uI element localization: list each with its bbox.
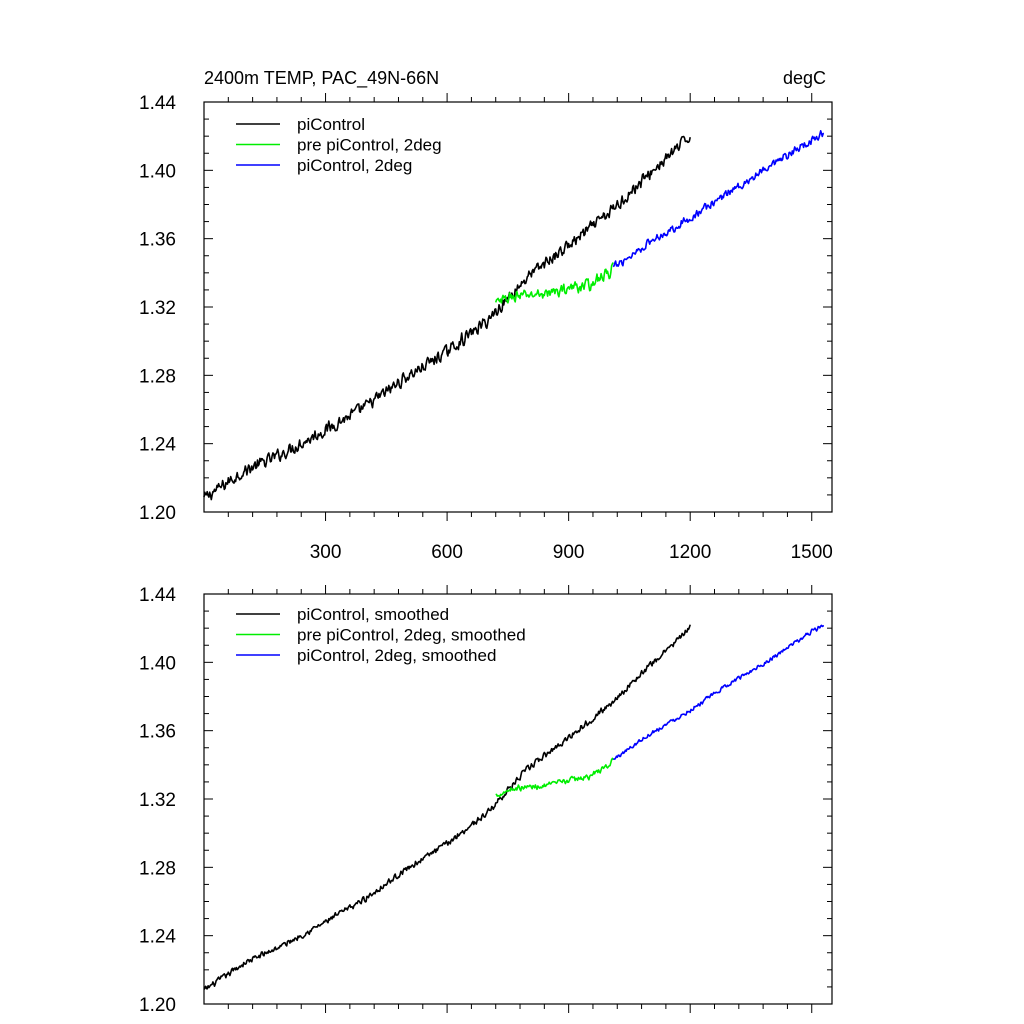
y-tick-label: 1.24: [139, 435, 176, 456]
y-tick-label: 1.36: [139, 230, 176, 251]
legend-label: piControl, 2deg: [297, 156, 412, 175]
series-line: [203, 624, 691, 990]
series-line: [613, 624, 824, 760]
y-tick-label: 1.40: [139, 653, 176, 674]
y-tick-label: 1.28: [139, 858, 176, 879]
axes-layer: 1.20 1.24 1.28 1.32 1.36 1.40 1.44: [139, 585, 833, 1016]
series-layer: [203, 130, 825, 501]
x-tick-label: 900: [553, 542, 585, 563]
y-tick-label: 1.44: [139, 93, 176, 114]
chart-title: 2400m TEMP, PAC_49N-66N: [204, 68, 439, 89]
series-line: [612, 130, 825, 268]
series-layer: [203, 624, 824, 990]
axes-layer: 1.20 1.24 1.28 1.32 1.36 1.40 1.44 300 600 900 120…: [139, 93, 833, 563]
y-tick-label: 1.36: [139, 722, 176, 743]
series-line: [494, 262, 614, 304]
x-tick-label: 1500: [791, 542, 833, 563]
y-tick-label: 1.32: [139, 790, 176, 811]
series-line: [203, 135, 691, 501]
legend-label: pre piControl, 2deg: [297, 136, 442, 155]
legend: piControl, smoothed pre piControl, 2deg, …: [236, 605, 526, 665]
y-tick-label: 1.40: [139, 161, 176, 182]
x-tick-label: 1200: [669, 542, 711, 563]
top-panel: 2400m TEMP, PAC_49N-66N degC 1.201.241.2…: [139, 68, 833, 563]
y-tick-label: 1.44: [139, 585, 176, 606]
y-tick-label: 1.24: [139, 927, 176, 948]
units-label: degC: [783, 68, 826, 88]
legend-label: pre piControl, 2deg, smoothed: [297, 626, 526, 645]
y-tick-label: 1.28: [139, 366, 176, 387]
bottom-panel: 1.20 1.24 1.28 1.32 1.36 1.40 1.44 piControl, …: [139, 585, 833, 1016]
y-tick-label: 1.20: [139, 995, 176, 1016]
x-tick-label: 600: [431, 542, 463, 563]
y-tick-label: 1.20: [139, 503, 176, 524]
y-tick-label: 1.32: [139, 298, 176, 319]
x-tick-label: 300: [310, 542, 342, 563]
legend-label: piControl, smoothed: [297, 605, 449, 624]
legend-label: piControl, 2deg, smoothed: [297, 646, 496, 665]
series-line: [495, 757, 614, 798]
legend-label: piControl: [297, 115, 365, 134]
